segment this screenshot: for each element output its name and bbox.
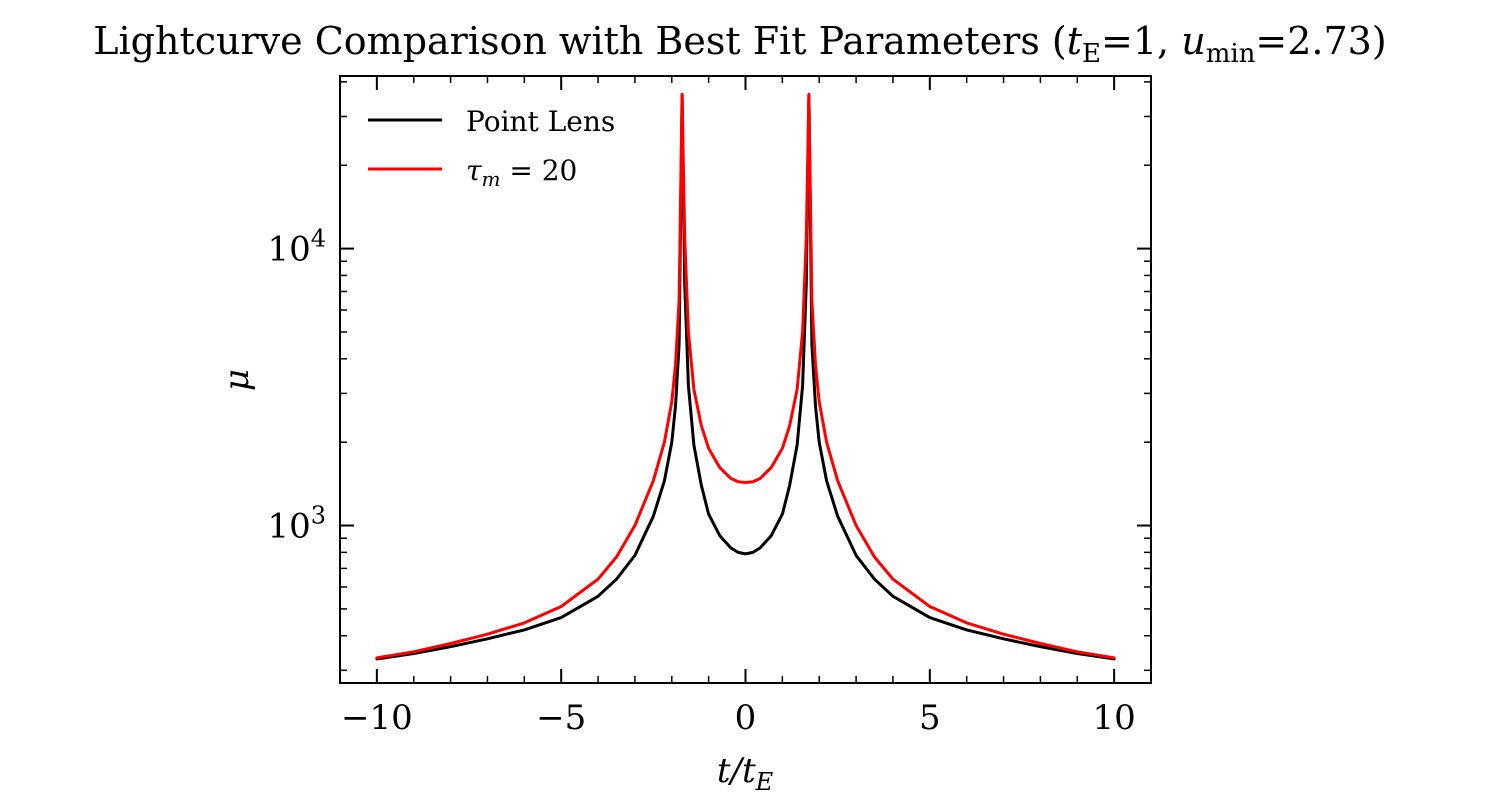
x-axis-ticks: −10 −5 0 5 10 bbox=[341, 76, 1136, 738]
title-u-sub: min bbox=[1206, 39, 1256, 69]
title-u-symbol: u bbox=[1181, 19, 1205, 63]
series-line-tau-m bbox=[375, 93, 1116, 660]
x-tick-label: −5 bbox=[536, 698, 586, 738]
x-axis-label-main: t/t bbox=[717, 751, 756, 791]
title-t-sub: E bbox=[1082, 39, 1101, 69]
legend-label-point-lens: Point Lens bbox=[466, 105, 615, 138]
x-axis-label-sub: E bbox=[755, 768, 774, 796]
x-tick-label: 0 bbox=[735, 698, 757, 738]
plot-frame bbox=[339, 75, 1152, 684]
series-line-point-lens bbox=[375, 93, 1116, 661]
x-tick-label: 10 bbox=[1093, 698, 1136, 738]
chart-title: Lightcurve Comparison with Best Fit Para… bbox=[93, 19, 1386, 69]
title-t-value: =1, bbox=[1101, 19, 1181, 63]
y-tick-label: 104 bbox=[267, 225, 326, 270]
title-u-value: =2.73) bbox=[1255, 19, 1386, 63]
series-layer bbox=[375, 93, 1116, 661]
title-prefix: Lightcurve Comparison with Best Fit Para… bbox=[93, 19, 1066, 63]
title-t-symbol: t bbox=[1067, 19, 1083, 63]
y-tick-label: 103 bbox=[267, 502, 326, 547]
legend: Point Lens τm = 20 bbox=[368, 105, 615, 191]
legend-label-tau-m: τm = 20 bbox=[466, 154, 577, 191]
legend-tau-value: = 20 bbox=[500, 154, 577, 187]
x-axis-label: t/tE bbox=[717, 751, 774, 796]
y-axis-ticks: 103 104 bbox=[267, 81, 1151, 672]
x-tick-label: 5 bbox=[919, 698, 941, 738]
y-axis-label: μ bbox=[217, 369, 257, 391]
x-tick-label: −10 bbox=[341, 698, 413, 738]
legend-tau-symbol: τ bbox=[466, 154, 482, 187]
legend-tau-sub: m bbox=[482, 167, 501, 191]
